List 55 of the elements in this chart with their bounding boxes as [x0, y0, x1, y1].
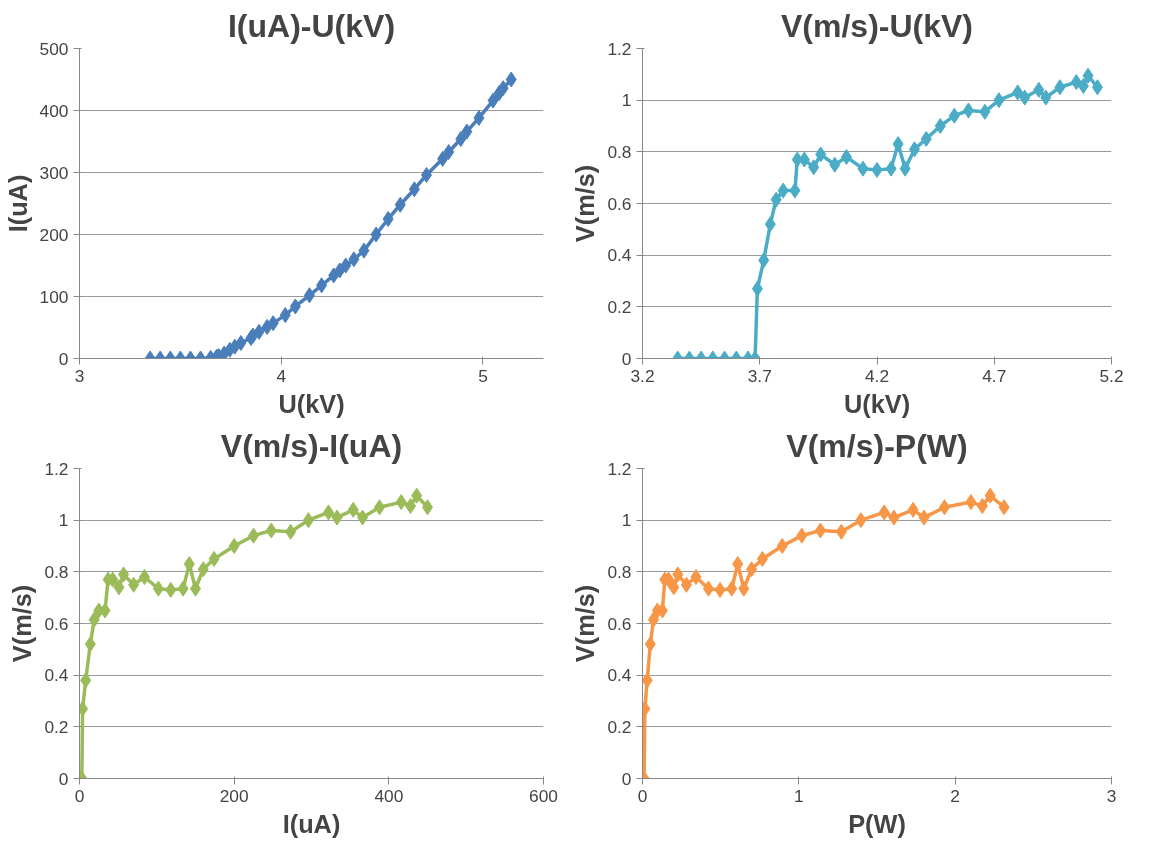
x-tick-label: 0 [74, 785, 85, 806]
x-tick-label: 3 [1106, 785, 1117, 806]
y-tick-label: 0.2 [607, 296, 632, 317]
y-tick-label: 0 [621, 768, 632, 789]
y-tick-label: 500 [39, 38, 69, 59]
y-tick-label: 100 [39, 286, 69, 307]
chart-title: I(uA)-U(kV) [227, 7, 396, 44]
x-tick-label: 3 [74, 365, 85, 386]
y-tick-label: 0 [621, 348, 632, 369]
y-tick-label: 1 [58, 510, 69, 531]
x-tick-label: 4.2 [864, 365, 890, 386]
y-tick-label: 1 [621, 90, 632, 111]
y-tick-label: 0.6 [607, 193, 632, 214]
x-tick-label: 400 [374, 785, 404, 806]
y-tick-label: 0.6 [44, 613, 69, 634]
y-tick-label: 0.8 [607, 141, 632, 162]
x-tick-label: 3.2 [630, 365, 655, 386]
x-tick-label: 1 [794, 785, 804, 806]
y-tick-label: 200 [39, 224, 69, 245]
x-axis-title: P(W) [848, 809, 906, 838]
y-tick-label: 0.8 [607, 561, 632, 582]
y-tick-label: 400 [39, 100, 69, 121]
chart-title: V(m/s)-U(kV) [780, 7, 974, 44]
y-tick-label: 1 [621, 510, 632, 531]
y-tick-label: 0 [58, 768, 69, 789]
x-tick-label: 3.7 [747, 365, 772, 386]
x-axis-title: I(uA) [282, 809, 341, 838]
x-axis-title: U(kV) [843, 389, 911, 418]
x-tick-label: 4.7 [982, 365, 1007, 386]
y-tick-label: 1.2 [607, 458, 632, 479]
x-tick-label: 200 [219, 785, 249, 806]
y-tick-label: 0.4 [44, 665, 69, 686]
x-tick-label: 4 [276, 365, 287, 386]
y-tick-label: 0.4 [607, 665, 632, 686]
x-tick-label: 600 [529, 785, 558, 806]
chart-title: V(m/s)-P(W) [786, 427, 968, 464]
y-tick-label: 300 [39, 162, 69, 183]
y-axis-title: V(m/s) [571, 164, 600, 243]
y-axis-title: I(uA) [3, 174, 32, 233]
x-tick-label: 5 [478, 365, 488, 386]
x-tick-label: 5.2 [1099, 365, 1124, 386]
y-tick-label: 1.2 [44, 458, 69, 479]
chart-title: V(m/s)-I(uA) [220, 427, 403, 464]
y-axis-title: V(m/s) [8, 584, 37, 663]
y-tick-label: 0.2 [44, 716, 69, 737]
y-tick-label: 1.2 [607, 38, 632, 59]
y-tick-label: 0.8 [44, 561, 69, 582]
x-tick-label: 0 [637, 785, 648, 806]
y-tick-label: 0.6 [607, 613, 632, 634]
x-tick-label: 2 [950, 785, 960, 806]
y-tick-label: 0 [58, 348, 69, 369]
y-tick-label: 0.4 [607, 245, 632, 266]
y-tick-label: 0.2 [607, 716, 632, 737]
x-axis-title: U(kV) [278, 389, 345, 418]
y-axis-title: V(m/s) [571, 584, 600, 663]
